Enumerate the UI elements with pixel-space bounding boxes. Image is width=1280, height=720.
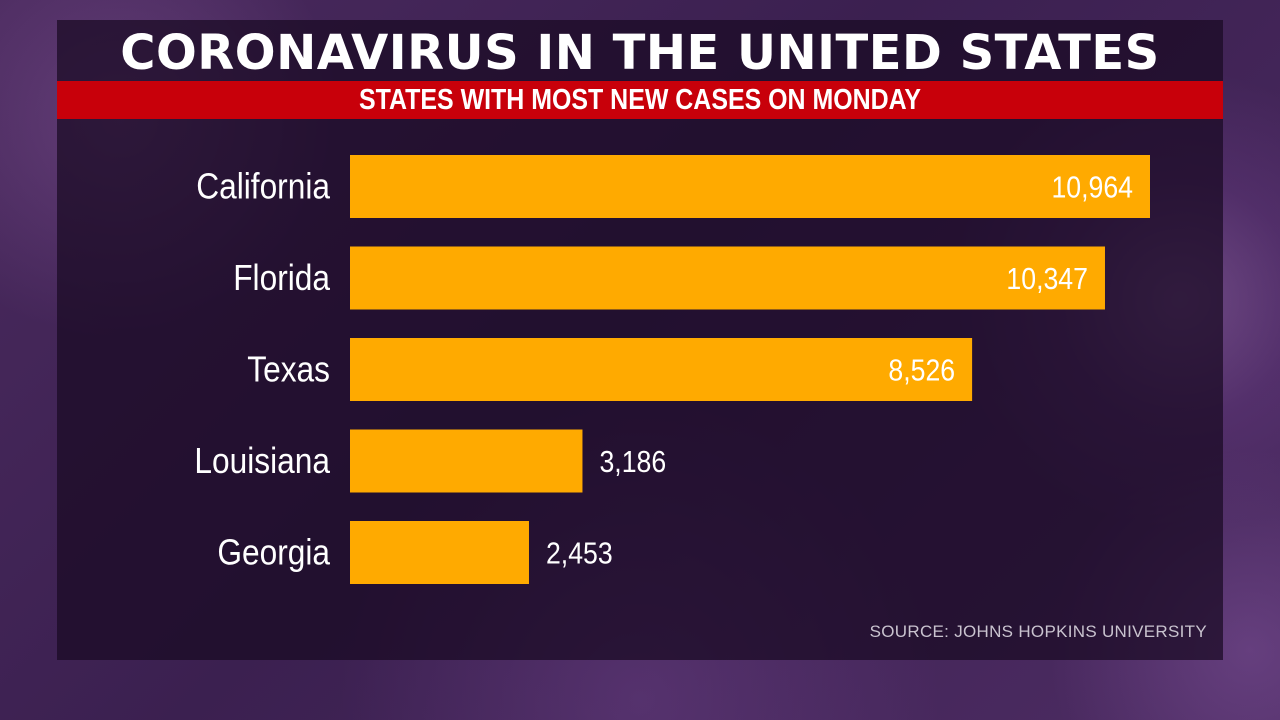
category-label-texas: Texas xyxy=(247,350,330,390)
category-label-georgia: Georgia xyxy=(217,533,330,573)
bar-california xyxy=(350,155,1150,218)
chart-title: CORONAVIRUS IN THE UNITED STATES xyxy=(120,25,1160,81)
bar-georgia xyxy=(350,521,529,584)
category-label-louisiana: Louisiana xyxy=(194,441,330,481)
bar-texas xyxy=(350,338,973,401)
category-label-california: California xyxy=(196,167,330,207)
category-label-florida: Florida xyxy=(233,258,330,298)
value-label-california: 10,964 xyxy=(1051,171,1133,205)
value-label-georgia: 2,453 xyxy=(546,537,613,571)
subtitle-band xyxy=(57,81,1223,119)
value-label-florida: 10,347 xyxy=(1006,262,1088,296)
source-note: SOURCE: JOHNS HOPKINS UNIVERSITY xyxy=(869,622,1207,641)
value-label-louisiana: 3,186 xyxy=(599,445,666,479)
chart-subtitle: STATES WITH MOST NEW CASES ON MONDAY xyxy=(358,84,922,116)
bar-louisiana xyxy=(350,429,583,493)
bar-florida xyxy=(350,246,1105,310)
value-label-texas: 8,526 xyxy=(888,354,955,388)
